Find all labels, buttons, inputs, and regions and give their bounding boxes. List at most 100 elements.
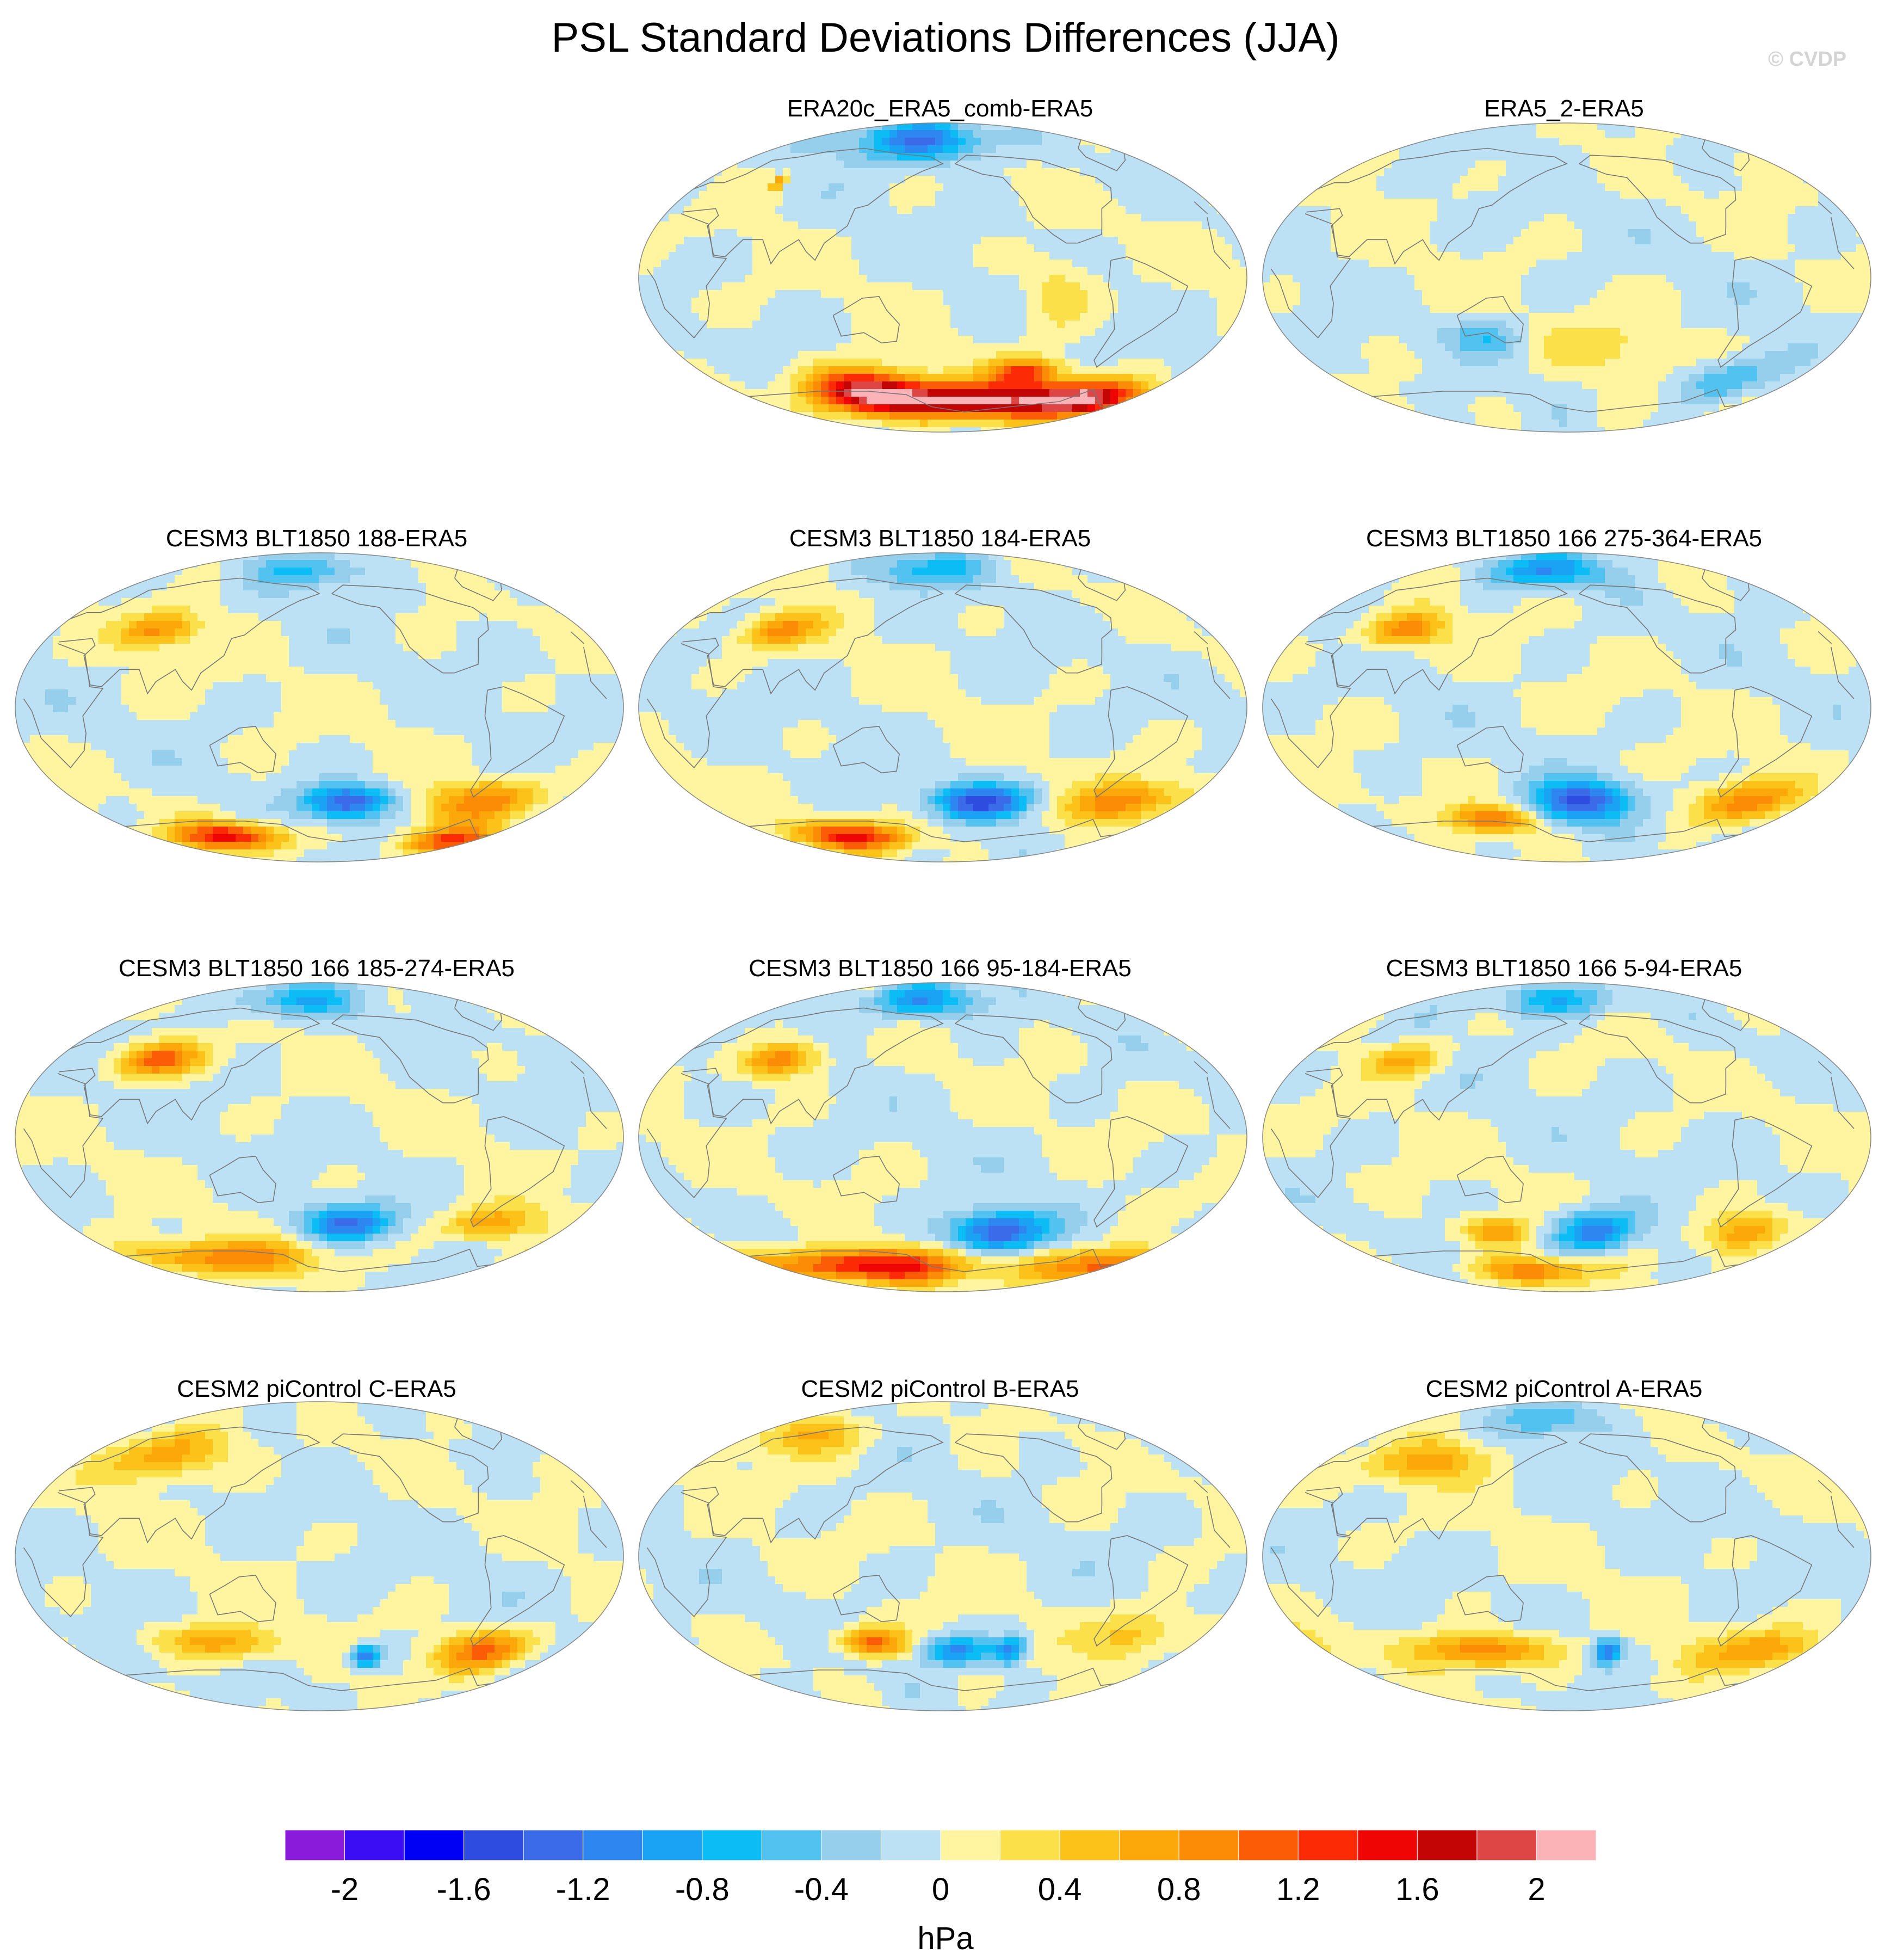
heatmap-cell [1171,122,1179,131]
heatmap-cell [1445,214,1453,222]
heatmap-cell [943,267,951,275]
heatmap-cell [1300,183,1308,192]
heatmap-cell [981,183,989,192]
heatmap-cell [1057,191,1065,199]
heatmap-cell [859,366,867,374]
heatmap-cell [1552,191,1560,199]
heatmap-cell [1179,244,1187,252]
heatmap-cell [1666,191,1674,199]
heatmap-cell [1202,214,1210,222]
heatmap-cell [1277,168,1286,176]
heatmap-cell [1552,237,1560,245]
heatmap-cell [821,122,829,131]
heatmap-cell [1536,260,1544,268]
heatmap-cell [1004,404,1012,412]
heatmap-cell [745,244,753,252]
heatmap-cell [1240,336,1247,344]
heatmap-cell [1186,359,1195,367]
heatmap-cell [874,206,882,214]
heatmap-cell [1209,237,1218,245]
heatmap-cell [973,282,981,291]
heatmap-cell [1864,176,1871,184]
heatmap-cell [867,229,875,237]
heatmap-cell [958,374,966,382]
heatmap-cell [1810,176,1819,184]
heatmap-cell [1826,130,1834,138]
heatmap-cell [798,176,806,184]
heatmap-cell [958,305,966,313]
heatmap-cell [943,199,951,207]
heatmap-cell [691,191,700,199]
heatmap-cell [1315,275,1324,283]
heatmap-cell [669,191,677,199]
heatmap-cell [1354,130,1362,138]
heatmap-cell [1110,252,1118,260]
heatmap-cell [1628,275,1636,283]
heatmap-cell [943,336,951,344]
heatmap-cell [1422,252,1430,260]
heatmap-cell [1719,214,1727,222]
heatmap-cell [882,275,890,283]
heatmap-cell [1209,267,1218,275]
heatmap-cell [1338,221,1346,230]
heatmap-cell [1240,275,1247,283]
heatmap-cell [1072,183,1080,192]
heatmap-cell [897,336,905,344]
heatmap-cell [1179,404,1187,412]
heatmap-cell [1468,191,1476,199]
heatmap-cell [1080,267,1088,275]
heatmap-cell [1856,260,1864,268]
heatmap-cell [1103,328,1111,336]
heatmap-cell [1818,267,1826,275]
heatmap-cell [1346,282,1354,291]
heatmap-cell [1209,290,1218,298]
heatmap-cell [1080,374,1088,382]
heatmap-cell [1232,153,1240,161]
heatmap-cell [920,290,928,298]
heatmap-cell [1285,221,1293,230]
heatmap-cell [874,343,882,352]
heatmap-cell [1019,374,1027,382]
heatmap-cell [1399,138,1407,146]
heatmap-cell [1011,260,1019,268]
heatmap-cell [1171,290,1179,298]
heatmap-cell [1460,153,1468,161]
heatmap-cell [1194,305,1202,313]
heatmap-cell [912,176,920,184]
heatmap-cell [1612,244,1621,252]
heatmap-cell [1315,122,1324,131]
heatmap-cell [669,359,677,367]
heatmap-cell [1437,168,1445,176]
heatmap-cell [1011,153,1019,161]
heatmap-cell [1049,328,1058,336]
heatmap-cell [1148,153,1157,161]
heatmap-cell [981,260,989,268]
heatmap-cell [1399,183,1407,192]
heatmap-cell [806,229,814,237]
heatmap-cell [1673,168,1682,176]
heatmap-cell [1833,176,1841,184]
heatmap-cell [1635,206,1643,214]
heatmap-cell [1194,214,1202,222]
heatmap-cell [1270,138,1278,146]
heatmap-cell [1217,366,1225,374]
heatmap-cell [1521,214,1529,222]
heatmap-cell [669,381,677,390]
heatmap-cell [1133,191,1141,199]
heatmap-cell [1734,237,1742,245]
heatmap-cell [1133,237,1141,245]
heatmap-cell [722,282,730,291]
heatmap-cell [836,374,844,382]
heatmap-cell [1810,229,1819,237]
heatmap-cell [653,122,662,131]
heatmap-cell [653,252,662,260]
heatmap-cell [1689,138,1697,146]
heatmap-cell [1392,168,1400,176]
heatmap-cell [1559,153,1567,161]
heatmap-cell [935,366,943,374]
heatmap-cell [676,404,684,412]
heatmap-cell [646,427,654,433]
heatmap-cell [1719,122,1727,131]
heatmap-cell [1194,153,1202,161]
heatmap-cell [973,343,981,352]
